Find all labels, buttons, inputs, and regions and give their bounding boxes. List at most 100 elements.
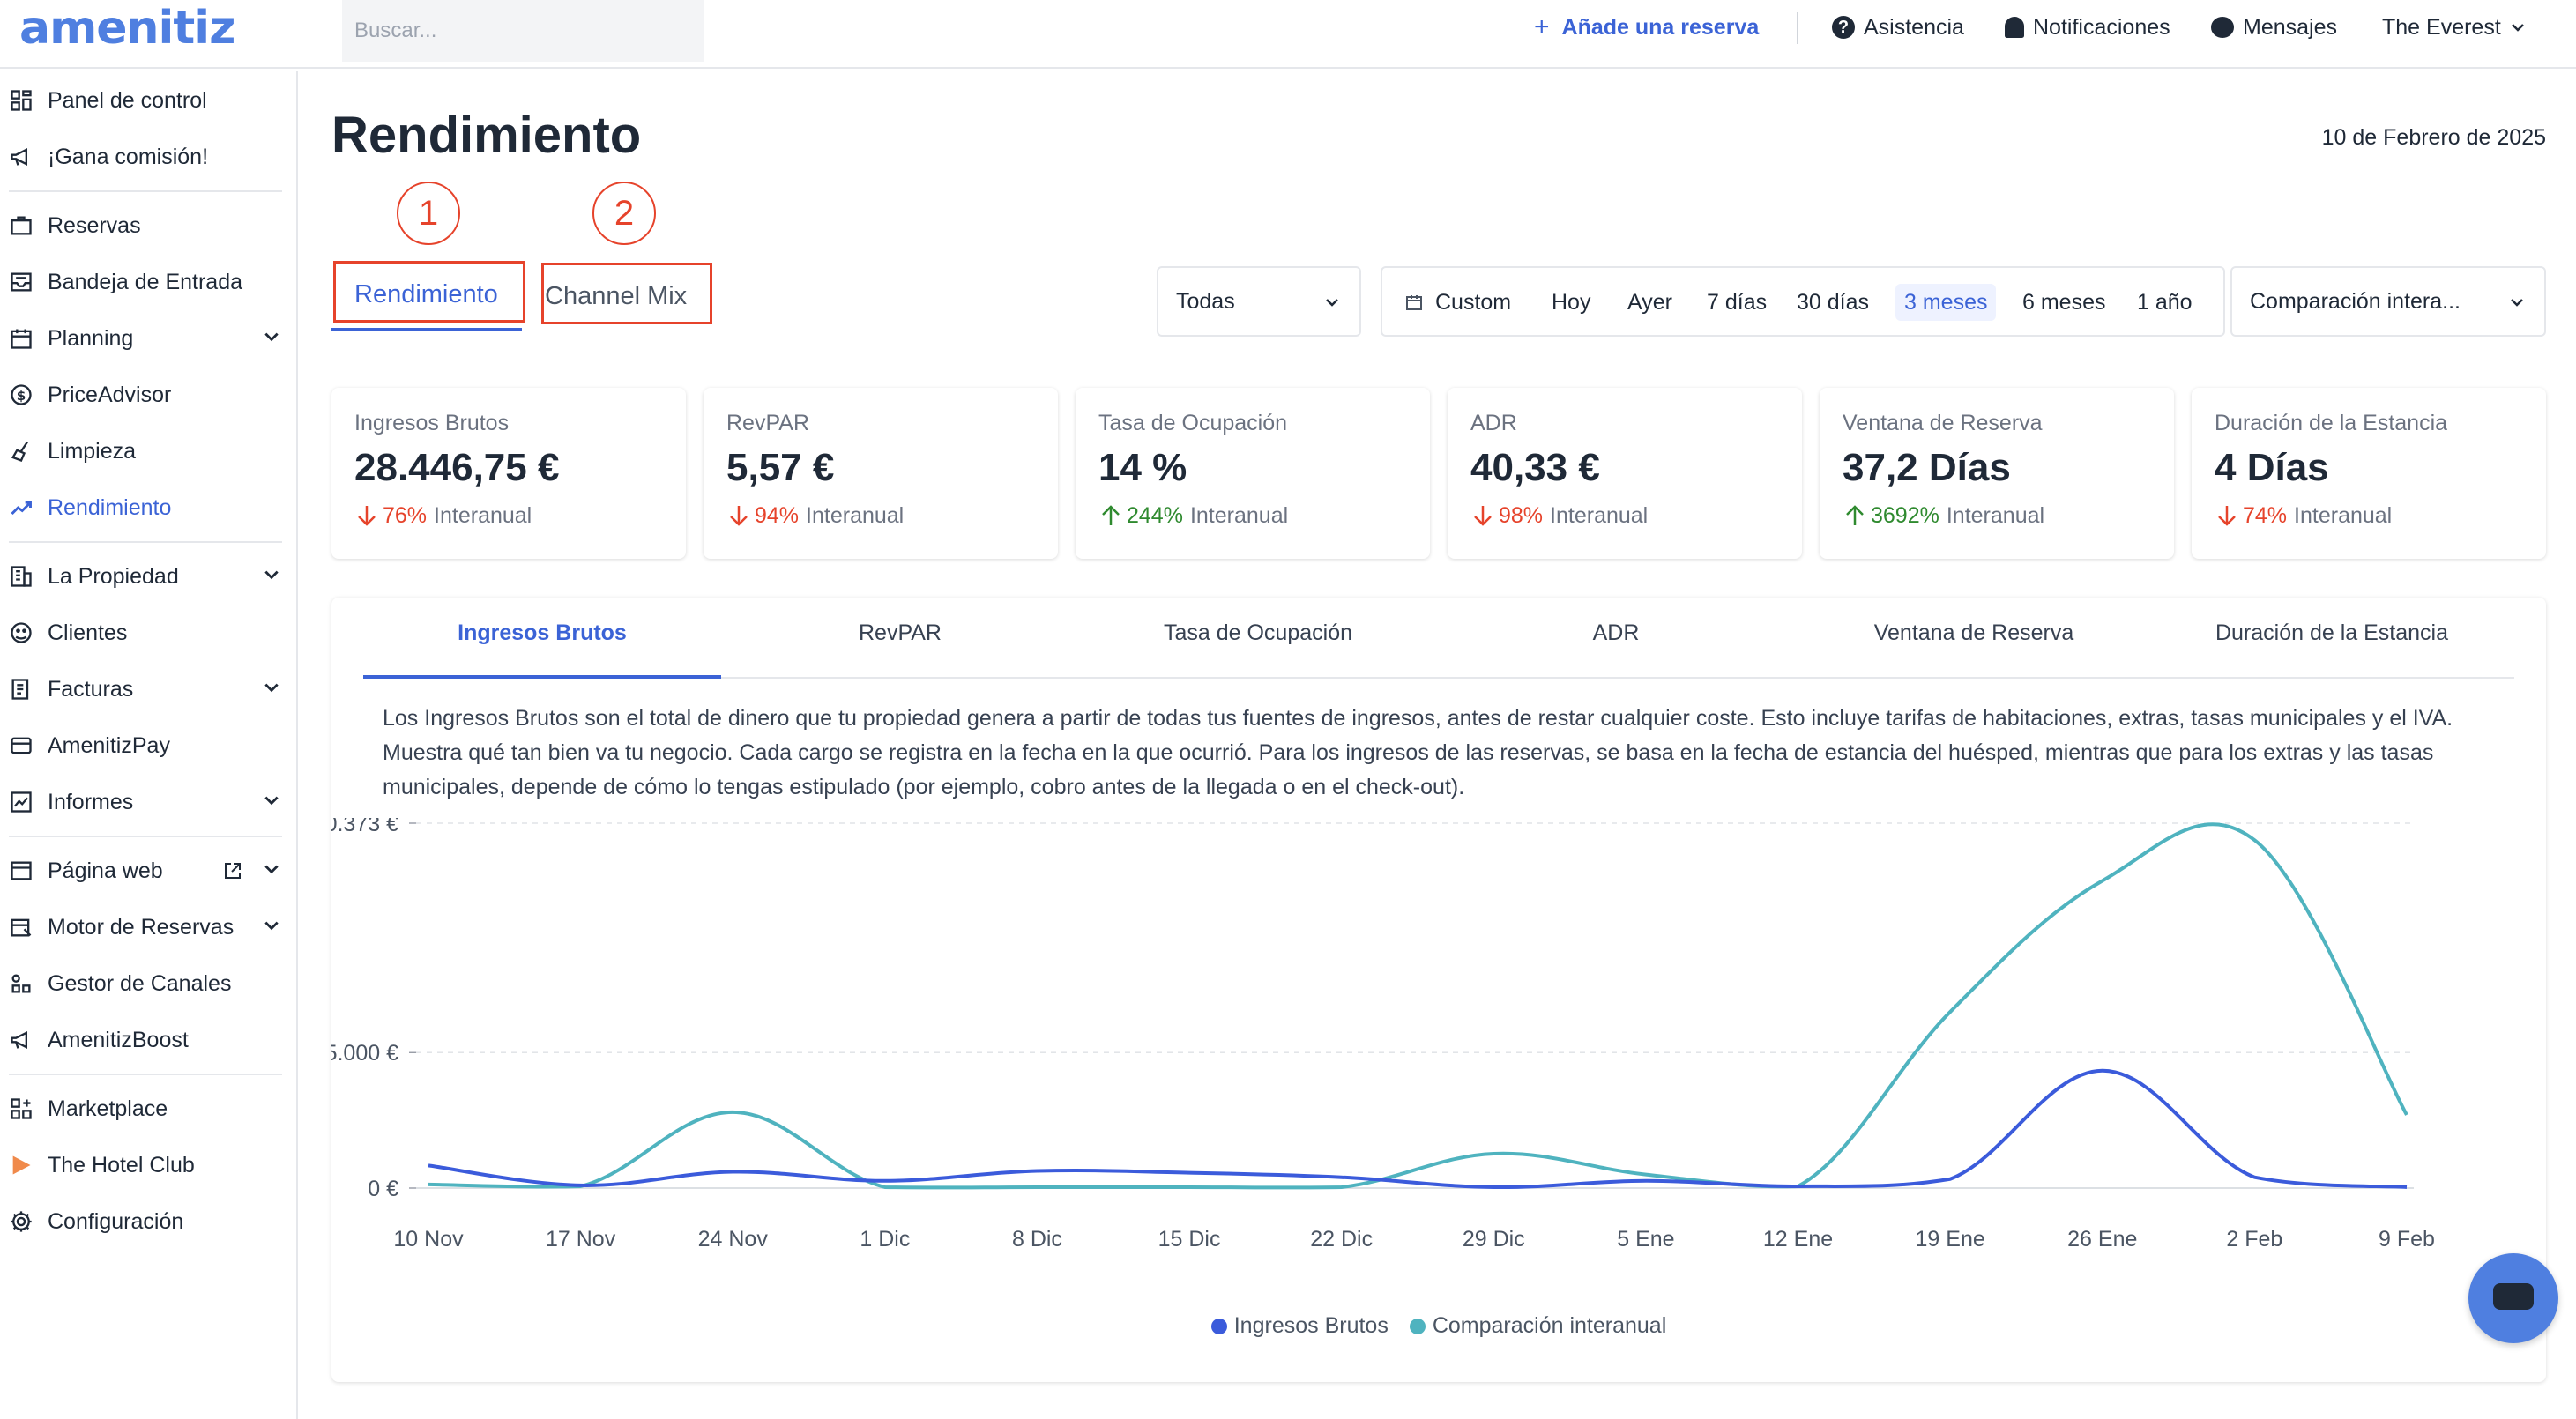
range-6-meses[interactable]: 6 meses [2022,289,2106,315]
trend-icon [9,495,34,520]
kpi-title: Ingresos Brutos [354,411,510,435]
sidebar-item-panel-de-control[interactable]: Panel de control [0,81,291,120]
kpi-card[interactable]: Ingresos Brutos 28.446,75 € 76% Interanual [331,388,686,559]
sidebar-item-informes[interactable]: Informes [0,783,291,821]
series-line-ingresos-brutos[interactable] [428,1068,2408,1190]
legend-item-comparacion[interactable]: Comparación interanual [1409,1313,1666,1339]
kpi-card[interactable]: Ventana de Reserva 37,2 Días 3692% Interanu… [1820,388,2174,559]
arrow-down-icon [358,506,376,526]
sidebar-item-la-propiedad[interactable]: La Propiedad [0,557,291,596]
messages-button[interactable]: Mensajes [2211,0,2337,55]
amenitiz-logo[interactable]: amenitiz [19,2,235,55]
chart-legend: Ingresos Brutos Comparación interanual [331,1313,2546,1339]
sidebar-item-facturas[interactable]: Facturas [0,670,291,709]
range-1-ano[interactable]: 1 año [2137,289,2193,315]
y-tick-label: 15.000 € [331,1041,398,1066]
help-button[interactable]: ? Asistencia [1832,0,1964,55]
range-7-dias[interactable]: 7 días [1707,289,1768,315]
x-tick-label: 22 Dic [1310,1227,1373,1252]
annotation-box-2 [541,263,712,324]
calendar-icon [9,326,34,351]
legend-dot [1210,1318,1227,1334]
x-tick-label: 8 Dic [1012,1227,1062,1252]
date-range-selector: Custom Hoy Ayer 7 días 30 días 3 meses 6… [1381,266,2225,337]
building-icon [9,564,34,589]
support-chat-button[interactable] [2468,1253,2558,1343]
kpi-card[interactable]: ADR 40,33 € 98% Interanual [1448,388,1802,559]
dollar-icon: $ [9,383,34,407]
property-selector[interactable]: The Everest [2382,0,2526,55]
kpi-card[interactable]: RevPAR 5,57 € 94% Interanual [704,388,1058,559]
sidebar-item-gana-comision[interactable]: ¡Gana comisión! [0,137,291,176]
calendar-icon [1406,295,1422,310]
chevron-down-icon [1326,299,1338,307]
top-bar: amenitiz + Añade una reserva ? Asistenci… [0,0,2576,69]
metric-tab-revpar[interactable]: RevPAR [858,620,942,645]
legend-item-ingresos-brutos[interactable]: Ingresos Brutos [1210,1313,1389,1339]
sidebar-item-bandeja[interactable]: Bandeja de Entrada [0,263,291,301]
metric-tab-duracion-estancia[interactable]: Duración de la Estancia [2215,620,2449,645]
kpi-value: 14 % [1098,446,1187,489]
x-tick-label: 26 Ene [2067,1227,2137,1252]
sidebar-item-planning[interactable]: Planning [0,319,291,358]
range-hoy[interactable]: Hoy [1552,289,1591,315]
metric-tab-adr[interactable]: ADR [1592,620,1640,645]
sidebar-item-hotel-club[interactable]: The Hotel Club [0,1146,291,1185]
metric-tab-ingresos-brutos[interactable]: Ingresos Brutos [458,620,627,645]
range-30-dias[interactable]: 30 días [1797,289,1870,315]
sidebar-item-pagina-web[interactable]: Página web [0,851,291,890]
metric-tab-ventana-reserva[interactable]: Ventana de Reserva [1873,620,2074,645]
sidebar-item-amenitizpay[interactable]: AmenitizPay [0,726,291,765]
sidebar-item-configuracion[interactable]: Configuración [0,1202,291,1241]
kpi-title: RevPAR [726,411,810,435]
tab-channel-mix[interactable]: Channel Mix [545,282,688,310]
metric-tab-tasa-ocupacion[interactable]: Tasa de Ocupación [1163,620,1353,645]
range-3-meses[interactable]: 3 meses [1895,284,1997,321]
revenue-line-chart: 0 € 15.000 € 40.373 € 10 Nov 17 Nov 24 Nov 1 D… [331,818,2435,1252]
help-icon: ? [1832,16,1855,39]
range-custom[interactable]: Custom [1395,284,1520,321]
annotation-marker-1: 1 [397,182,460,245]
arrow-down-icon [2218,506,2236,526]
sidebar-item-gestor-canales[interactable]: Gestor de Canales [0,964,291,1003]
sidebar-item-rendimiento[interactable]: Rendimiento [0,488,291,527]
kpi-value: 5,57 € [726,446,835,489]
sidebar-item-clientes[interactable]: Clientes [0,613,291,652]
add-reservation-button[interactable]: + Añade una reserva [1534,12,1760,41]
kpi-value: 37,2 Días [1843,446,2011,489]
sidebar-divider [9,541,282,543]
channel-select[interactable]: Todas [1157,266,1361,337]
sidebar-item-amenitizboost[interactable]: AmenitizBoost [0,1021,291,1059]
card-icon [9,733,34,758]
metric-description: Los Ingresos Brutos son el total de dine… [383,706,2453,799]
arrow-down-icon [1474,506,1492,526]
search-input[interactable] [342,0,704,62]
x-tick-label: 2 Feb [2226,1227,2282,1252]
notifications-button[interactable]: Notificaciones [2005,0,2170,55]
kpi-delta: 244% Interanual [1098,502,1288,529]
gear-icon [9,1209,34,1234]
invoice-icon [9,677,34,702]
x-tick-label: 19 Ene [1916,1227,1985,1252]
comparison-select[interactable]: Comparación intera... [2230,266,2546,337]
kpi-title: Ventana de Reserva [1843,411,2043,435]
chevron-down-icon [2511,24,2524,32]
sidebar-item-priceadvisor[interactable]: $ PriceAdvisor [0,375,291,414]
kpi-card[interactable]: Duración de la Estancia 4 Días 74% Interanu… [2192,388,2546,559]
sidebar-item-marketplace[interactable]: Marketplace [0,1089,291,1128]
external-link-icon[interactable] [222,860,243,881]
kpi-card[interactable]: Tasa de Ocupación 14 % 244% Interanual [1076,388,1430,559]
tab-rendimiento[interactable]: Rendimiento [354,280,498,308]
kpi-delta: 76% Interanual [354,502,532,529]
arrow-up-icon [1846,505,1864,525]
chevron-down-icon [264,865,279,874]
legend-dot [1409,1318,1426,1334]
sidebar-divider [9,1074,282,1075]
series-line-comparacion-interanual[interactable] [428,822,2408,1190]
sidebar-item-motor-reservas[interactable]: Motor de Reservas [0,908,291,947]
sidebar-item-limpieza[interactable]: Limpieza [0,432,291,471]
chevron-down-icon [264,683,279,693]
range-ayer[interactable]: Ayer [1627,289,1672,315]
topbar-divider [1797,12,1798,44]
sidebar-item-reservas[interactable]: Reservas [0,206,291,245]
